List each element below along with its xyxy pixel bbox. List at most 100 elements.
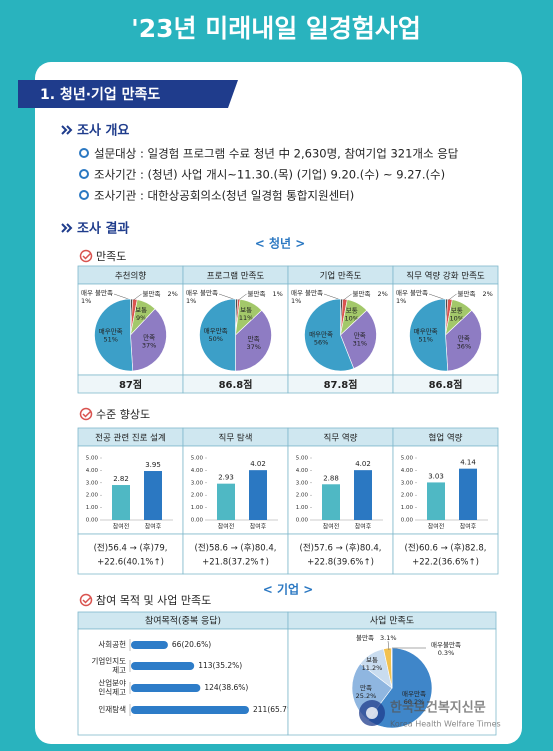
slice-name: 매우 불만족 xyxy=(396,288,428,297)
slice-label: 1% xyxy=(396,297,406,305)
slice-label: 31% xyxy=(353,339,367,347)
x-tick-label: 참여후 xyxy=(250,523,267,531)
results-title: 조사 결과 xyxy=(77,221,129,237)
slice-label: 1% xyxy=(81,297,91,305)
bar xyxy=(112,485,130,520)
slice-name: 불만족 xyxy=(353,289,371,298)
panel-title: 직무 역량 xyxy=(324,433,358,444)
leader-line xyxy=(113,293,129,300)
bar-value: 113(35.2%) xyxy=(198,661,242,670)
slice-name: 만족 xyxy=(360,683,372,692)
page-title: '23년 미래내일 일경험사업 xyxy=(131,14,421,43)
caption: +22.8(39.6%↑) xyxy=(307,558,374,568)
slice-label: 37% xyxy=(142,342,156,350)
pie-slice xyxy=(445,309,482,372)
slice-name: 매우만족 xyxy=(414,327,438,336)
slice-label: 2% xyxy=(378,290,388,298)
panel-title: 직무 역량 강화 만족도 xyxy=(406,271,485,282)
y-tick-label: 2.00 xyxy=(86,493,99,499)
bar xyxy=(459,468,477,520)
bullet xyxy=(79,169,89,179)
panel-footer xyxy=(287,533,394,575)
x-tick-label: 참여전 xyxy=(113,523,130,531)
slice-name: 매우만족 xyxy=(309,330,333,339)
slice-label: 2% xyxy=(483,290,493,298)
category-label: 사회공헌 xyxy=(98,640,126,649)
y-tick-label: 3.00 xyxy=(296,480,309,486)
slice-name: 매우만족 xyxy=(99,327,123,336)
panel-title: 추천의향 xyxy=(115,271,146,282)
y-tick-label: 0.00 xyxy=(86,518,99,524)
slice-name: 불만족 xyxy=(356,633,374,642)
bar xyxy=(354,470,372,520)
panel-title: 기업 만족도 xyxy=(320,272,362,282)
y-tick-label: 1.00 xyxy=(191,505,204,511)
bar xyxy=(427,482,445,520)
x-tick-label: 참여후 xyxy=(460,523,477,531)
x-tick-label: 참여후 xyxy=(355,523,372,531)
y-tick-label: 4.00 xyxy=(401,468,414,474)
company-title: 참여 목적 및 사업 만족도 xyxy=(96,594,211,607)
score: 87.8점 xyxy=(324,379,358,391)
slice-name: 보통 xyxy=(240,306,252,314)
section-tab xyxy=(18,80,238,108)
check-icon xyxy=(79,593,93,607)
category-label: 제고 xyxy=(112,666,126,675)
watermark-name: 한국보건복지신문 xyxy=(390,700,486,716)
overview-item: 조사기간 : (청년) 사업 개시~11.30.(목) (기업) 9.20.(수… xyxy=(94,168,445,182)
score: 86.8점 xyxy=(219,379,253,391)
caption: +22.2(36.6%↑) xyxy=(412,558,479,568)
slice-name: 매우만족 xyxy=(402,689,426,698)
bar-value: 124(38.6%) xyxy=(204,683,248,692)
slice-name: 만족 xyxy=(354,330,366,339)
y-tick-label: 2.00 xyxy=(296,493,309,499)
slice-name: 보통 xyxy=(451,306,463,314)
y-tick-label: 2.00 xyxy=(401,493,414,499)
bar-value: 4.02 xyxy=(250,460,266,468)
slice-name: 보통 xyxy=(366,656,378,664)
category-label: 산업분야 xyxy=(98,678,126,688)
slice-label: 60.2% xyxy=(404,698,425,706)
pie-slice xyxy=(304,298,355,372)
y-tick-label: 5.00 xyxy=(191,456,204,462)
slice-label: 51% xyxy=(418,336,432,344)
youth-label: < 청년 > xyxy=(255,236,306,251)
slice-label: 1% xyxy=(291,297,301,305)
section-title: 1. 청년·기업 만족도 xyxy=(40,87,160,103)
leader-line xyxy=(428,293,444,300)
slice-label: 37% xyxy=(246,343,260,351)
slice-label: 1% xyxy=(186,297,196,305)
slice-name: 매우불만족 xyxy=(431,640,461,649)
x-tick-label: 참여전 xyxy=(218,523,235,531)
check-mark xyxy=(82,410,92,418)
score: 86.8점 xyxy=(429,379,463,391)
check-icon xyxy=(79,249,93,263)
satisfaction-title: 만족도 xyxy=(96,250,126,263)
chevron-icon xyxy=(61,223,73,233)
slice-label: 9% xyxy=(136,314,146,322)
caption: +21.8(37.2%↑) xyxy=(202,558,269,568)
y-tick-label: 3.00 xyxy=(191,480,204,486)
slice-name: 매우만족 xyxy=(204,326,228,335)
bar-value: 2.93 xyxy=(218,474,234,482)
slice-label: 36% xyxy=(457,342,471,350)
bar-value: 4.14 xyxy=(460,459,476,467)
slice-name: 만족 xyxy=(248,334,260,343)
y-tick-label: 1.00 xyxy=(401,505,414,511)
leader-line xyxy=(343,293,352,301)
y-tick-label: 1.00 xyxy=(296,505,309,511)
slice-label: 2% xyxy=(168,290,178,298)
panel-title: 프로그램 만족도 xyxy=(207,271,265,282)
bar xyxy=(131,662,195,670)
slice-label: 10% xyxy=(345,314,359,322)
y-tick-label: 5.00 xyxy=(86,456,99,462)
check-icon xyxy=(79,407,93,421)
slice-label: 1% xyxy=(273,290,283,298)
y-tick-label: 4.00 xyxy=(191,468,204,474)
pie-slice xyxy=(340,309,377,369)
slice-label: 11.2% xyxy=(362,664,383,672)
y-tick-label: 1.00 xyxy=(86,505,99,511)
slice-name: 불만족 xyxy=(248,289,266,298)
pie-slice xyxy=(367,647,433,729)
bar xyxy=(131,684,201,692)
